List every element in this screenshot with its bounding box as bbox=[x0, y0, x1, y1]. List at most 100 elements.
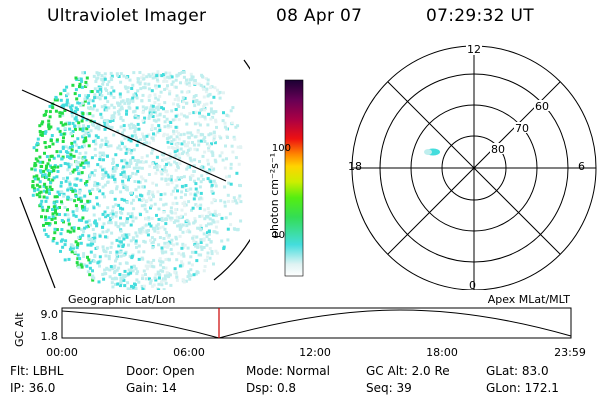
emission-pixel bbox=[202, 87, 205, 91]
emission-pixel bbox=[127, 243, 130, 247]
emission-pixel bbox=[172, 146, 176, 150]
emission-pixel bbox=[164, 202, 168, 206]
emission-pixel bbox=[62, 177, 65, 180]
emission-pixel bbox=[150, 264, 154, 268]
emission-pixel bbox=[68, 182, 72, 186]
emission-pixel bbox=[167, 258, 171, 262]
emission-pixel bbox=[181, 152, 184, 156]
emission-pixel bbox=[209, 101, 213, 105]
emission-pixel bbox=[123, 136, 127, 140]
emission-pixel bbox=[60, 190, 64, 194]
emission-pixel bbox=[164, 179, 168, 182]
emission-pixel bbox=[196, 271, 200, 275]
emission-pixel bbox=[50, 188, 54, 191]
emission-pixel bbox=[139, 142, 143, 146]
emission-pixel bbox=[60, 228, 64, 231]
emission-pixel bbox=[166, 157, 170, 161]
emission-pixel bbox=[75, 97, 79, 101]
emission-pixel bbox=[76, 244, 80, 247]
emission-pixel bbox=[129, 268, 133, 272]
emission-pixel bbox=[76, 257, 80, 261]
emission-pixel bbox=[90, 122, 94, 126]
emission-pixel bbox=[122, 253, 126, 257]
emission-pixel bbox=[70, 114, 74, 118]
emission-pixel bbox=[190, 75, 194, 79]
seq-readout: Seq: 39 bbox=[366, 381, 412, 395]
emission-pixel bbox=[84, 220, 88, 224]
emission-pixel bbox=[47, 173, 51, 177]
emission-pixel bbox=[176, 189, 179, 193]
emission-pixel bbox=[132, 166, 136, 170]
emission-pixel bbox=[107, 221, 111, 225]
emission-pixel bbox=[178, 264, 182, 268]
emission-pixel bbox=[148, 141, 152, 145]
emission-pixel bbox=[75, 246, 79, 250]
emission-pixel bbox=[147, 73, 151, 77]
emission-pixel bbox=[59, 184, 63, 188]
emission-pixel bbox=[40, 205, 44, 209]
emission-pixel bbox=[204, 224, 208, 228]
emission-pixel bbox=[135, 245, 138, 249]
emission-pixel bbox=[177, 137, 181, 141]
emission-pixel bbox=[194, 94, 198, 97]
emission-pixel bbox=[182, 140, 186, 144]
emission-pixel bbox=[165, 245, 169, 249]
emission-pixel bbox=[69, 246, 73, 250]
emission-pixel bbox=[224, 144, 227, 148]
emission-pixel bbox=[170, 192, 174, 196]
emission-pixel bbox=[32, 146, 36, 150]
emission-pixel bbox=[186, 153, 190, 157]
emission-pixel bbox=[126, 281, 130, 285]
emission-pixel bbox=[179, 147, 183, 151]
emission-pixel bbox=[182, 70, 186, 74]
emission-pixel bbox=[125, 147, 129, 151]
emission-pixel bbox=[226, 227, 230, 231]
emission-pixel bbox=[104, 96, 108, 100]
emission-pixel bbox=[81, 208, 85, 212]
emission-pixel bbox=[71, 144, 74, 148]
emission-pixel bbox=[95, 71, 99, 75]
emission-pixel bbox=[178, 234, 182, 238]
emission-pixel bbox=[225, 157, 228, 161]
emission-pixel bbox=[129, 98, 133, 102]
emission-pixel bbox=[98, 97, 102, 101]
emission-pixel bbox=[107, 106, 111, 110]
emission-pixel bbox=[59, 133, 63, 136]
emission-pixel bbox=[38, 180, 42, 184]
emission-pixel bbox=[116, 129, 120, 133]
emission-pixel bbox=[59, 121, 63, 125]
emission-pixel bbox=[210, 189, 214, 193]
emission-pixel bbox=[92, 74, 96, 78]
emission-pixel bbox=[112, 133, 116, 137]
emission-pixel bbox=[74, 214, 78, 218]
emission-pixel bbox=[36, 177, 40, 181]
emission-pixel bbox=[223, 200, 227, 204]
orbit-timeline: Geographic Lat/Lon Apex MLat/MLT GC Alt … bbox=[13, 293, 586, 359]
emission-pixel bbox=[182, 114, 186, 118]
emission-pixel bbox=[128, 126, 132, 130]
emission-pixel bbox=[193, 147, 197, 151]
emission-pixel bbox=[62, 194, 66, 198]
emission-pixel bbox=[141, 111, 145, 114]
emission-pixel bbox=[74, 116, 78, 120]
emission-pixel bbox=[93, 236, 97, 240]
emission-pixel bbox=[41, 120, 45, 124]
emission-pixel bbox=[179, 195, 183, 199]
emission-pixel bbox=[128, 165, 131, 168]
emission-pixel bbox=[174, 196, 178, 200]
emission-pixel bbox=[140, 204, 144, 208]
emission-pixel bbox=[206, 78, 210, 82]
emission-pixel bbox=[168, 76, 172, 80]
timeline-y-max: 9.0 bbox=[41, 308, 59, 321]
emission-pixel bbox=[69, 243, 73, 247]
emission-pixel bbox=[191, 206, 195, 210]
emission-pixel bbox=[115, 163, 119, 167]
emission-pixel bbox=[119, 240, 123, 244]
emission-pixel bbox=[167, 272, 171, 276]
emission-pixel bbox=[39, 190, 43, 194]
emission-pixel bbox=[125, 161, 129, 165]
emission-pixel bbox=[88, 199, 92, 203]
emission-pixel bbox=[106, 140, 110, 144]
emission-pixel bbox=[39, 169, 42, 173]
emission-pixel bbox=[171, 80, 175, 84]
